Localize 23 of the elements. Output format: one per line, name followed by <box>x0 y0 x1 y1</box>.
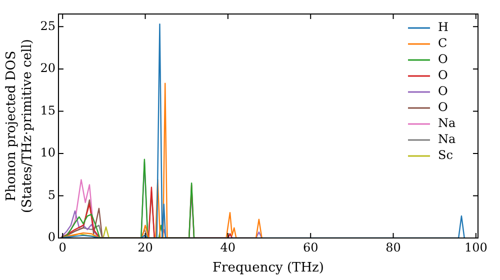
legend-label: Na <box>438 132 456 146</box>
legend-label: O <box>438 100 448 114</box>
y-axis-title: Phonon projected DOS (States/THz·primitive cell) <box>4 38 35 214</box>
legend-label: C <box>438 36 448 50</box>
x-tick-label: 60 <box>302 240 318 254</box>
legend-label: H <box>438 20 448 34</box>
y-tick-label: 0 <box>48 230 56 244</box>
y-tick-label: 25 <box>40 18 56 33</box>
x-tick-label: 40 <box>220 240 236 254</box>
x-tick-label: 20 <box>138 240 153 254</box>
y-tick-label: 5 <box>48 188 56 202</box>
legend-label: O <box>438 52 448 66</box>
legend-label: O <box>438 84 448 98</box>
y-tick-label: 10 <box>40 146 56 160</box>
legend-label: Na <box>438 116 456 130</box>
x-axis-title: Frequency (THz) <box>212 260 324 276</box>
x-tick-label: 80 <box>386 240 401 254</box>
legend-label: O <box>438 68 448 82</box>
y-tick-label: 20 <box>40 61 56 76</box>
legend-label: Sc <box>438 148 454 162</box>
x-tick-label: 100 <box>464 240 488 254</box>
x-tick-label: 0 <box>58 240 66 254</box>
y-tick-label: 15 <box>40 103 56 118</box>
